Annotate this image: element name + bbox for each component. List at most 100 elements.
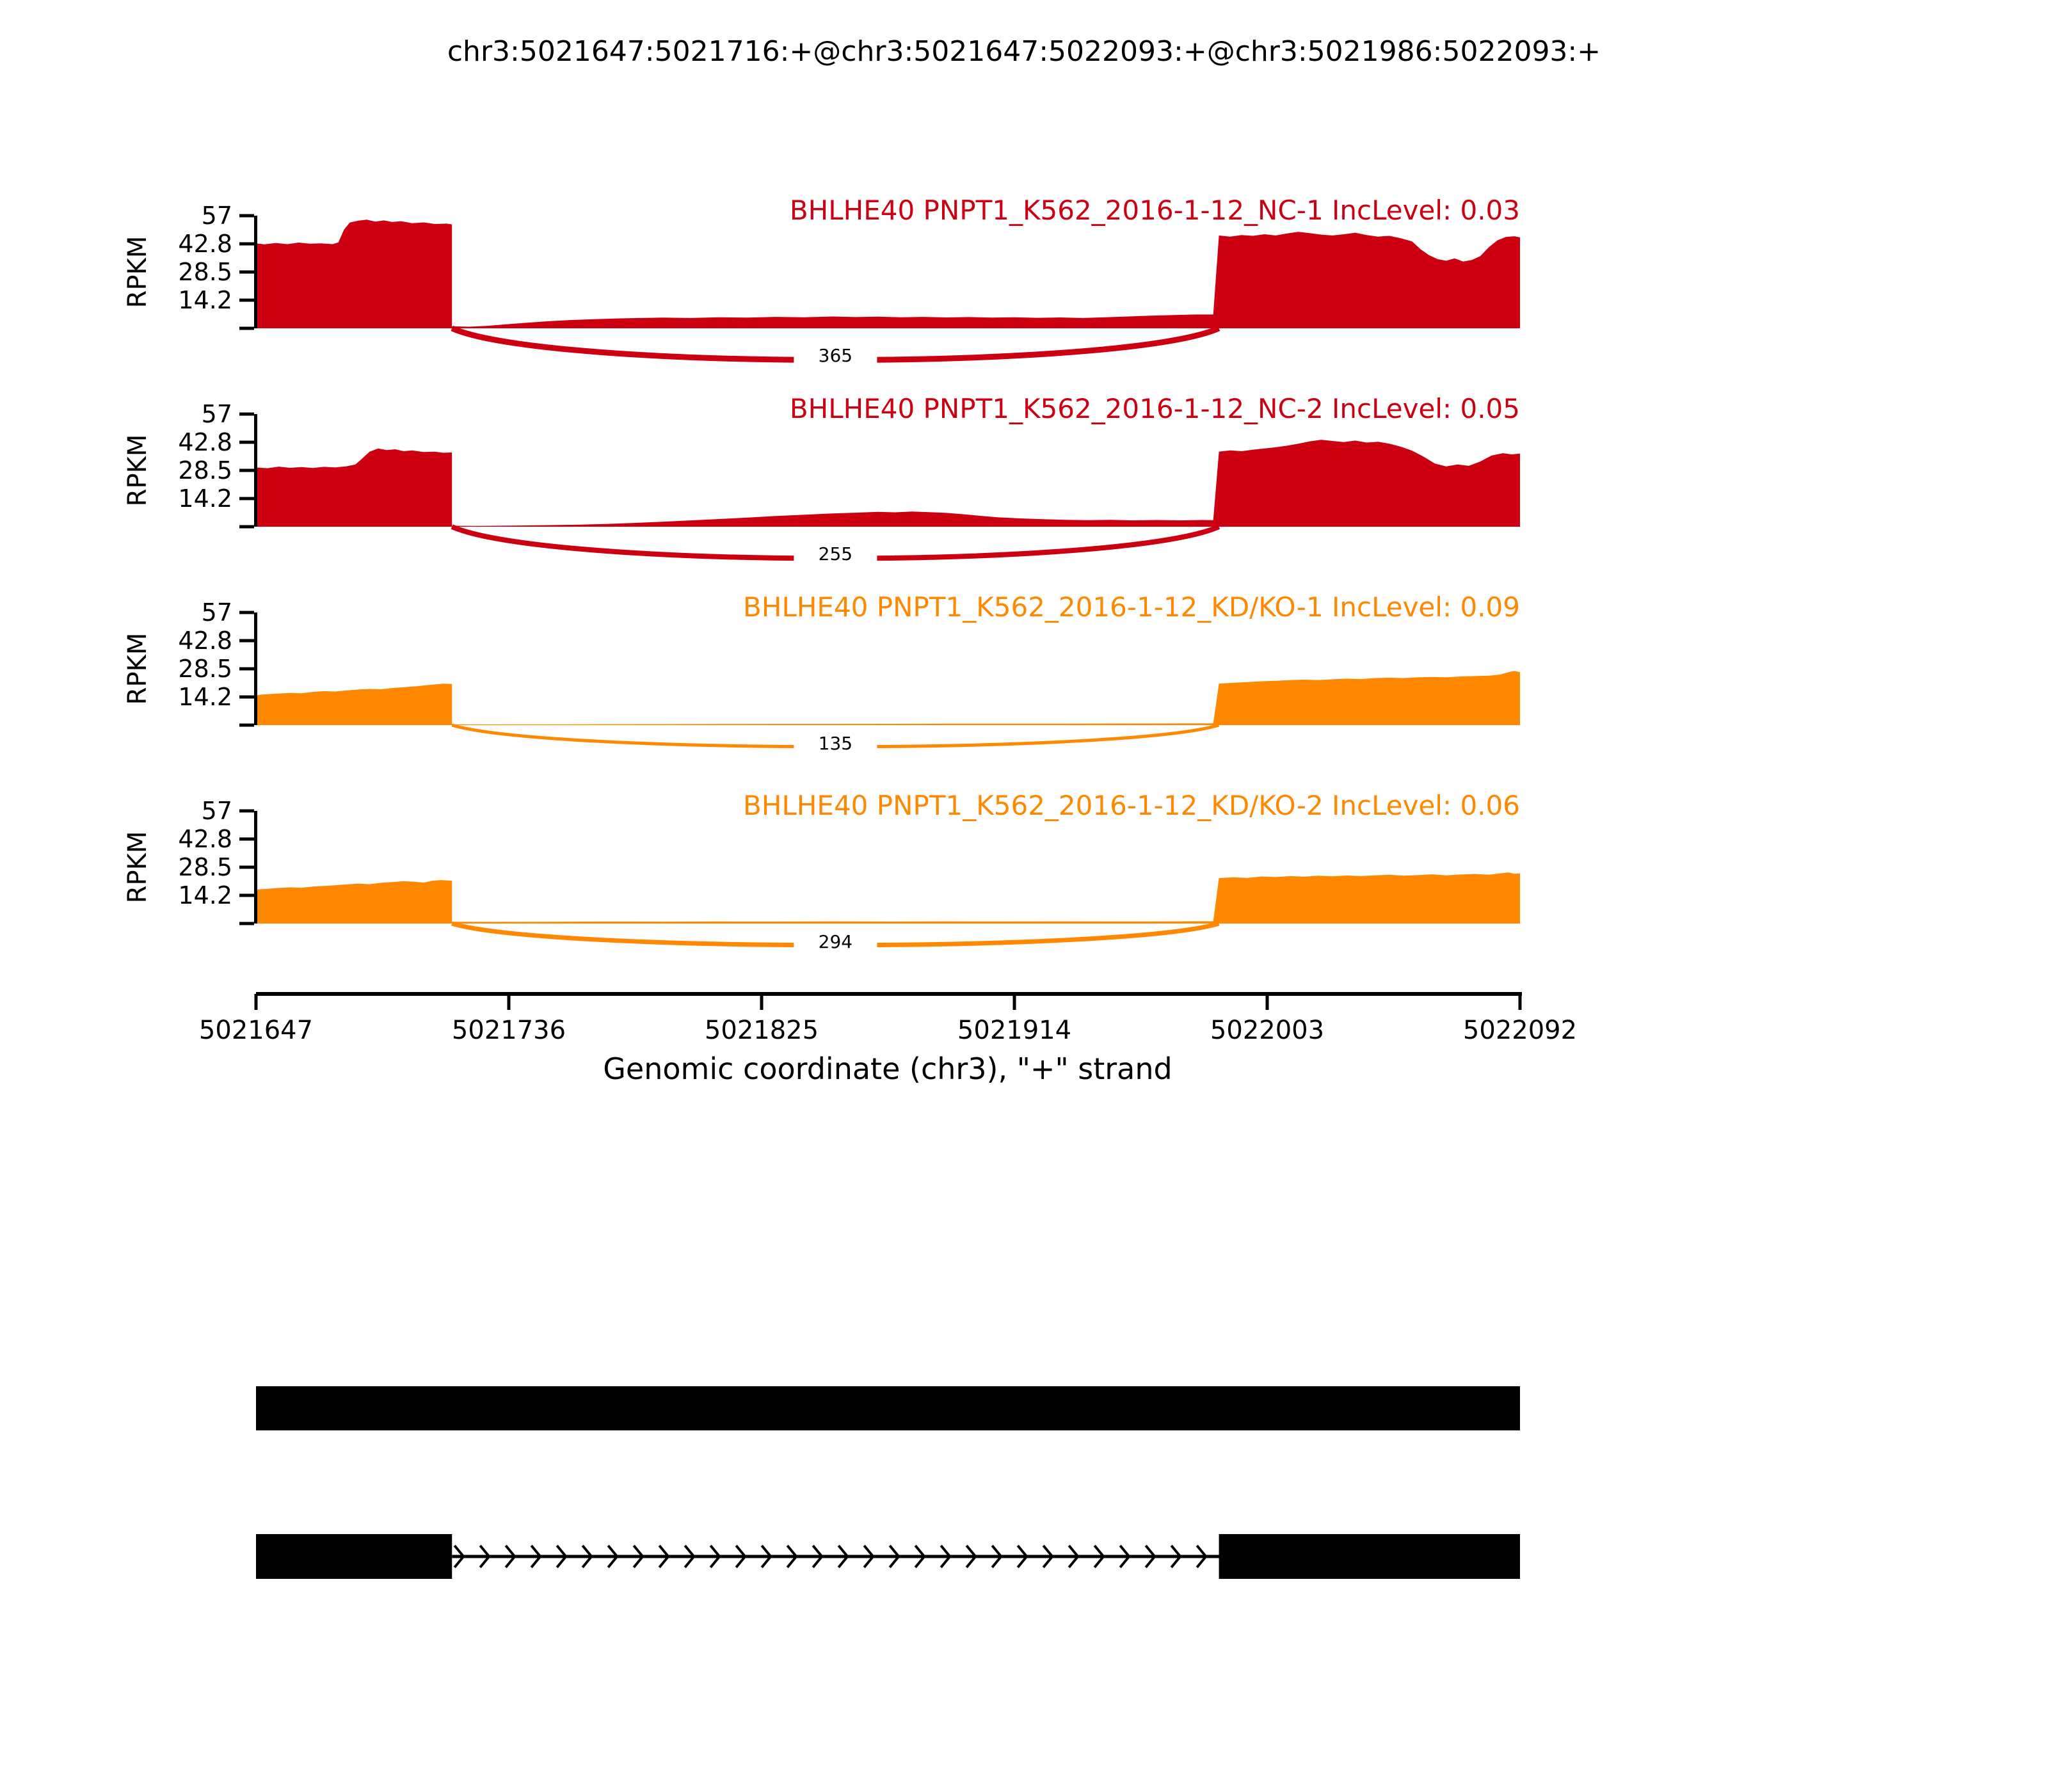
track-label-2: BHLHE40 PNPT1_K562_2016-1-12_NC-2 IncLev… [789,393,1520,424]
y-axis-tick-track-2 [239,497,254,500]
y-tick-label: 28.5 [178,853,232,881]
strand-arrow-icon [607,1544,619,1569]
y-tick-label: 42.8 [178,825,232,853]
track-label-1: BHLHE40 PNPT1_K562_2016-1-12_NC-1 IncLev… [789,195,1520,226]
y-axis-tick-track-4 [239,922,254,925]
y-axis-title-track-1: RPKM [123,236,152,308]
strand-arrow-icon [1068,1544,1080,1569]
strand-arrow-icon [709,1544,721,1569]
y-tick-label: 14.2 [178,683,232,711]
strand-arrow-icon [684,1544,696,1569]
track-label-3: BHLHE40 PNPT1_K562_2016-1-12_KD/KO-1 Inc… [743,591,1520,623]
y-axis-tick-track-1 [239,326,254,330]
strand-arrow-icon [914,1544,926,1569]
strand-arrow-icon [530,1544,542,1569]
x-axis-tick [1265,994,1269,1010]
gene-model-exon-isoform-inclusion [256,1386,1520,1430]
strand-arrow-icon [888,1544,900,1569]
gene-model-exon-isoform-skipping [256,1534,452,1579]
y-axis-tick-track-2 [239,525,254,529]
y-tick-label: 42.8 [178,230,232,258]
y-axis-tick-track-1 [239,242,254,246]
strand-arrow-icon [1119,1544,1131,1569]
y-tick-label: 57 [201,202,232,230]
y-axis-tick-track-2 [239,440,254,444]
y-axis-tick-track-1 [239,214,254,218]
y-axis-tick-track-4 [239,893,254,897]
x-tick-label: 5021647 [198,1016,314,1045]
y-tick-label: 57 [201,598,232,627]
y-axis-tick-track-4 [239,865,254,869]
junction-count-gap-track-2 [794,540,877,568]
strand-arrow-icon [760,1544,772,1569]
y-axis-title-track-4: RPKM [123,831,152,904]
y-axis-tick-track-1 [239,270,254,274]
y-axis-spine-track-1 [254,216,257,328]
strand-arrow-icon [479,1544,491,1569]
x-tick-label: 5021736 [451,1016,566,1045]
x-axis-tick [1012,994,1016,1010]
y-tick-label: 28.5 [178,655,232,683]
x-tick-label: 5021914 [957,1016,1072,1045]
strand-arrow-icon [1042,1544,1054,1569]
junction-count-track-4: 294 [818,931,853,953]
y-axis-title-track-3: RPKM [123,632,152,705]
y-tick-label: 42.8 [178,428,232,456]
x-axis-line [256,992,1522,996]
y-axis-tick-track-3 [239,723,254,727]
strand-arrow-icon [1016,1544,1028,1569]
strand-arrow-icon [504,1544,516,1569]
y-tick-label: 14.2 [178,286,232,314]
y-axis-tick-track-4 [239,809,254,813]
strand-arrow-icon [1093,1544,1105,1569]
y-axis-spine-track-4 [254,811,257,924]
x-tick-label: 5022092 [1462,1016,1578,1045]
y-axis-tick-track-3 [239,611,254,614]
coverage-area-track-4 [256,872,1520,924]
junction-count-gap-track-1 [794,341,877,370]
coverage-area-track-1 [256,220,1520,328]
strand-arrow-icon [735,1544,747,1569]
strand-arrow-icon [658,1544,670,1569]
y-tick-label: 14.2 [178,881,232,909]
x-axis-tick [760,994,764,1010]
junction-count-track-2: 255 [818,543,853,564]
strand-arrow-icon [940,1544,952,1569]
y-tick-label: 42.8 [178,627,232,655]
y-axis-tick-track-1 [239,298,254,302]
x-tick-label: 5021825 [704,1016,819,1045]
y-axis-tick-track-4 [239,837,254,841]
strand-arrow-icon [786,1544,798,1569]
strand-arrow-icon [453,1544,465,1569]
strand-arrow-icon [1196,1544,1208,1569]
strand-arrow-icon [632,1544,644,1569]
y-tick-label: 28.5 [178,258,232,286]
coverage-area-track-3 [256,671,1520,725]
strand-arrow-icon [837,1544,849,1569]
y-tick-label: 28.5 [178,456,232,484]
x-tick-label: 5022003 [1210,1016,1325,1045]
junction-count-track-3: 135 [818,733,853,755]
y-axis-title-track-2: RPKM [123,434,152,507]
y-axis-tick-track-2 [239,412,254,416]
y-tick-label: 57 [201,797,232,825]
strand-arrow-icon [1170,1544,1182,1569]
gene-model-exon-isoform-skipping [1219,1534,1520,1579]
y-axis-tick-track-3 [239,667,254,671]
y-axis-tick-track-3 [239,695,254,699]
strand-arrow-icon [863,1544,875,1569]
strand-arrow-icon [812,1544,824,1569]
x-axis-tick [254,994,258,1010]
y-tick-label: 57 [201,400,232,428]
x-axis-tick [507,994,511,1010]
track-label-4: BHLHE40 PNPT1_K562_2016-1-12_KD/KO-2 Inc… [743,790,1520,821]
strand-arrow-icon [991,1544,1003,1569]
y-tick-label: 14.2 [178,484,232,513]
y-axis-spine-track-3 [254,612,257,725]
strand-arrow-icon [581,1544,593,1569]
junction-count-gap-track-3 [794,730,877,758]
x-axis-tick [1518,994,1522,1010]
junction-count-track-1: 365 [818,344,853,366]
coverage-area-track-2 [256,440,1520,527]
